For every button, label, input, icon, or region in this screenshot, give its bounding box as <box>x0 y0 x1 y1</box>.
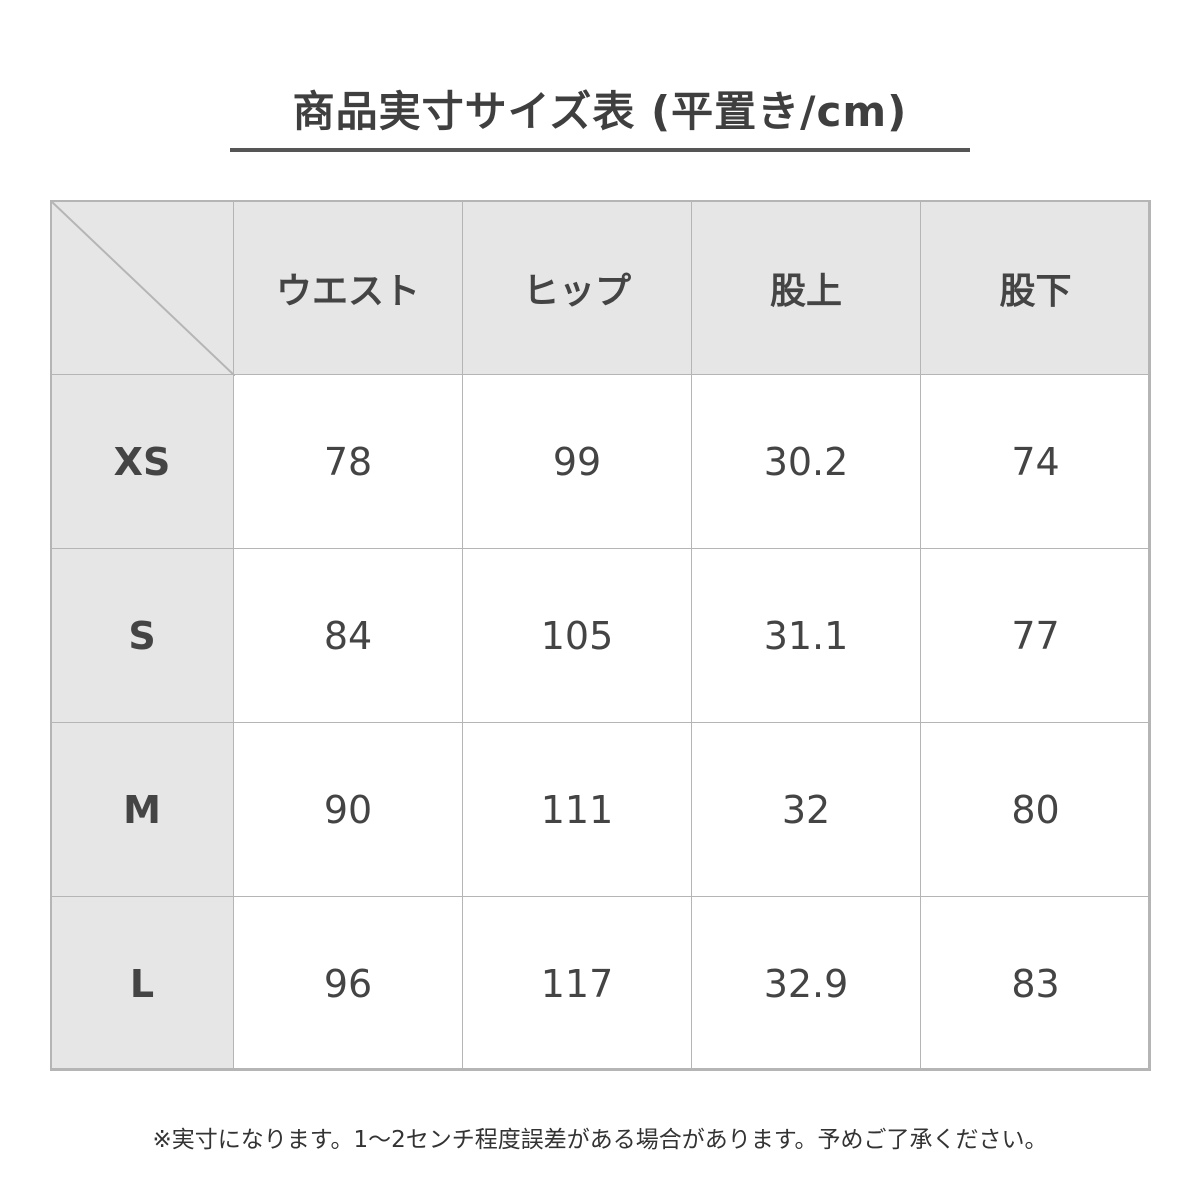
table-cell: 90 <box>233 722 463 897</box>
table-cell: 74 <box>920 374 1151 549</box>
table-cell: 32 <box>691 722 921 897</box>
table-cell: 32.9 <box>691 896 921 1071</box>
diagonal-line <box>51 201 235 376</box>
row-header-size: L <box>50 896 234 1071</box>
footnote: ※実寸になります。1～2センチ程度誤差がある場合があります。予めご了承ください。 <box>152 1127 1048 1153</box>
row-header-size: XS <box>50 374 234 549</box>
table-cell: 84 <box>233 548 463 723</box>
size-table: ウエスト ヒップ 股上 股下 XS 78 99 30.2 74 S 84 105 31.1 77 M 90 11… <box>50 200 1151 1071</box>
page-title: 商品実寸サイズ表 (平置き/cm) <box>292 87 908 136</box>
table-cell: 117 <box>462 896 692 1071</box>
column-header: ウエスト <box>233 200 463 375</box>
table-cell: 30.2 <box>691 374 921 549</box>
table-cell: 77 <box>920 548 1151 723</box>
table-cell: 31.1 <box>691 548 921 723</box>
table-cell: 96 <box>233 896 463 1071</box>
table-cell: 111 <box>462 722 692 897</box>
column-header: ヒップ <box>462 200 692 375</box>
corner-cell <box>50 200 235 376</box>
column-header: 股上 <box>691 200 921 375</box>
column-header: 股下 <box>920 200 1151 375</box>
row-header-size: M <box>50 722 234 897</box>
table-cell: 78 <box>233 374 463 549</box>
table-cell: 80 <box>920 722 1151 897</box>
row-header-size: S <box>50 548 234 723</box>
title-underline <box>230 148 970 152</box>
table-cell: 99 <box>462 374 692 549</box>
table-cell: 83 <box>920 896 1151 1071</box>
table-cell: 105 <box>462 548 692 723</box>
